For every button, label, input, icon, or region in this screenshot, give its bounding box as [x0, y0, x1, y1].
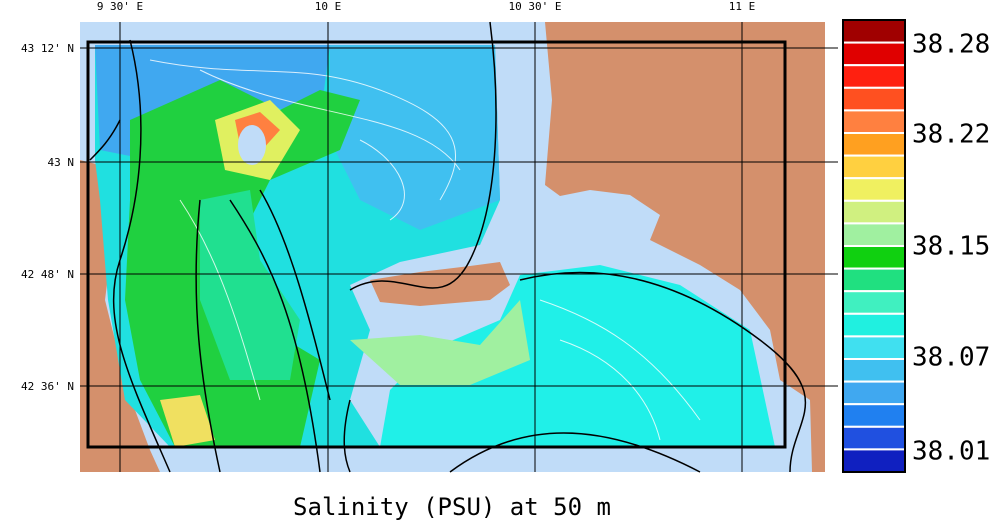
land: [80, 160, 160, 472]
salinity-field: [350, 300, 530, 385]
domain-box: [86, 40, 787, 449]
colorbar-label: 38.15: [912, 232, 990, 262]
colorbar-frame: [842, 19, 906, 473]
colorbar: 38.28 38.22 38.15 38.07 38.01: [842, 19, 990, 473]
colorbar-swatch: [842, 312, 906, 338]
colorbar-swatch: [842, 267, 906, 293]
colorbar-swatch: [842, 380, 906, 406]
island: [370, 262, 510, 306]
colorbar-swatch: [842, 132, 906, 157]
lon-label: 10 30' E: [509, 0, 562, 13]
salinity-field: [200, 190, 300, 380]
colorbar-swatch: [842, 448, 906, 473]
lon-label: 10 E: [315, 0, 342, 13]
colorbar-label: 38.07: [912, 343, 990, 373]
lon-label: 11 E: [729, 0, 756, 13]
colorbar-swatch: [842, 335, 906, 360]
colorbar-swatch: [842, 245, 906, 270]
colorbar-label: 38.01: [912, 437, 990, 467]
colorbar-swatch: [842, 64, 906, 89]
colorbar-swatch: [842, 290, 906, 315]
colorbar-swatch: [842, 403, 906, 428]
lat-label: 42 48' N: [21, 268, 74, 281]
land: [545, 22, 825, 472]
salinity-field: [330, 45, 500, 230]
colorbar-swatch: [842, 177, 906, 202]
lat-label: 43 12' N: [21, 42, 74, 55]
lat-label: 43 N: [48, 156, 75, 169]
lon-label: 9 30' E: [97, 0, 143, 13]
salinity-field: [380, 265, 775, 447]
salinity-field: [160, 395, 215, 447]
island: [238, 125, 266, 165]
colorbar-swatch: [842, 109, 906, 135]
graticule: [80, 22, 838, 472]
colorbar-swatch: [842, 199, 906, 225]
contour: [149, 59, 701, 441]
colorbar-swatch: [842, 41, 906, 67]
title: Salinity (PSU) at 50 m: [293, 493, 611, 521]
colorbar-label: 38.22: [912, 120, 990, 150]
map: [80, 21, 838, 473]
colorbar-swatch: [842, 154, 906, 180]
colorbar-swatch: [842, 425, 906, 451]
colorbar-swatch: [842, 86, 906, 112]
colorbar-swatch: [842, 19, 906, 44]
lat-label: 42 36' N: [21, 380, 74, 393]
colorbar-swatch: [842, 222, 906, 247]
colorbar-label: 38.28: [912, 30, 990, 60]
colorbar-swatch: [842, 358, 906, 383]
salinity-field: [125, 80, 360, 447]
